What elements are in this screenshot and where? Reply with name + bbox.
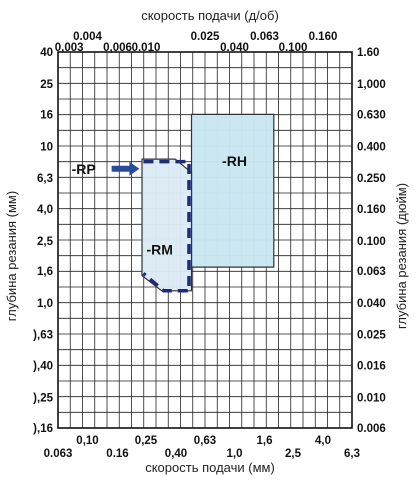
x-tick-bottom: 0,25 [135,435,158,447]
region-label-rm: -RM [147,241,173,257]
y-tick-right: 0.010 [357,393,386,405]
y-tick-right: 0.006 [357,423,386,435]
y-tick-right: 0.025 [357,330,386,342]
y-tick-left: 10 [40,141,53,153]
region-rh [190,113,275,268]
y-tick-right: 0.040 [357,298,386,310]
x-tick-top: 0.160 [309,31,338,43]
x-tick-bottom: 0.063 [44,448,73,460]
y-tick-left: 1,0 [37,298,53,310]
y-tick-left: 6,3 [37,173,53,185]
y-tick-left: 25 [40,79,53,91]
x-tick-bottom: 1,6 [257,435,273,447]
region-label-rh: -RH [222,153,247,169]
y-tick-left: 40 [40,47,53,59]
y-tick-right: 0.100 [357,236,386,248]
region-label-rp: -RP [72,161,96,177]
x-tick-bottom: 0,40 [165,448,187,460]
y-tick-right: 0.063 [357,266,386,278]
rp-arrow-icon [111,161,140,176]
x-tick-top: 0,006 [103,42,132,54]
left-axis-title: глубина резания (мм) [4,191,19,321]
x-tick-top: 0.040 [220,42,249,54]
x-tick-top: 0.025 [191,31,220,43]
rp-dashed-outline [142,159,191,293]
x-tick-top: 0.010 [132,42,161,54]
y-tick-right: 0.016 [357,361,386,373]
rp-outline: -RP [72,159,191,293]
x-tick-top: 0.063 [250,31,279,43]
y-tick-left: ),25 [33,393,53,405]
y-tick-left: 4,0 [37,204,53,216]
y-tick-left: ),40 [33,361,53,373]
y-tick-left: 16 [40,109,53,121]
bottom-axis-title: скорость подачи (мм) [145,460,275,475]
x-tick-bottom: 0,10 [76,435,98,447]
x-tick-bottom: 6,3 [344,448,360,460]
x-tick-bottom: 2,5 [285,448,302,460]
x-tick-top: 0.004 [73,31,102,43]
x-tick-top: 0.100 [279,42,308,54]
tick-labels: 40 25 16 10 6,3 4,0 2,5 1,6 1,0 ),63 ),40 ),25 ),16 1… [33,31,386,460]
x-tick-top: 0,003 [55,42,84,54]
right-axis-title: глубина резания (дюйм) [394,183,409,329]
y-tick-left: 1,6 [37,266,53,278]
y-tick-right: 0.400 [357,141,386,153]
y-tick-left: 2,5 [37,236,54,248]
x-tick-bottom: 0,63 [194,435,216,447]
regions: -RH -RM [141,113,275,292]
y-tick-right: 0.630 [357,109,386,121]
x-tick-bottom: 1,0 [226,448,242,460]
x-tick-bottom: 4,0 [315,435,331,447]
top-axis-title: скорость подачи (д/об) [141,8,279,23]
y-tick-right: 0.160 [357,204,386,216]
y-tick-left: ),16 [33,423,53,435]
region-rm [141,158,193,292]
y-tick-right: 0.250 [357,173,386,185]
y-tick-right: 1,000 [357,79,386,91]
y-tick-right: 1.60 [357,47,379,59]
x-tick-bottom: 0.16 [106,448,128,460]
y-tick-left: ),63 [33,330,53,342]
